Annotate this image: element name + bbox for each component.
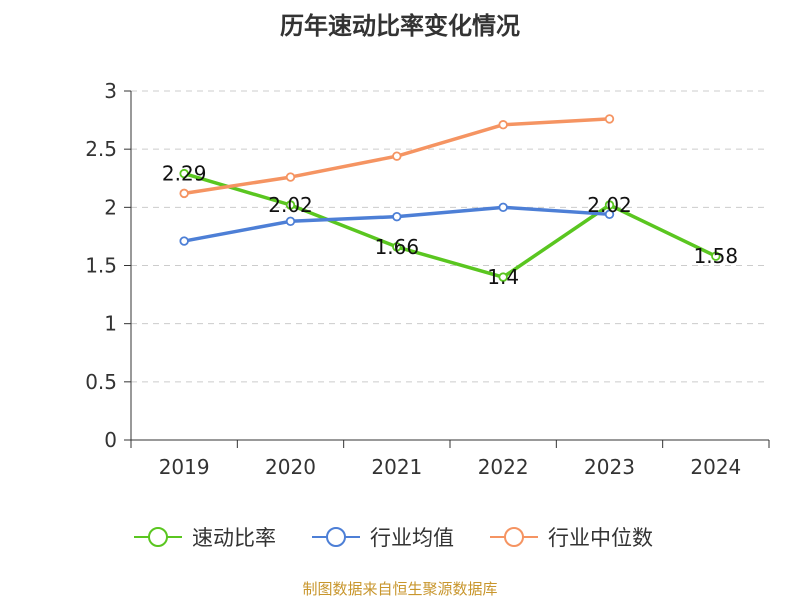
axes: 0 0.5 1 1.5 2 2.5 3 2019 2020 2021 2022 2023 2024 — [85, 79, 770, 479]
y-tick-label-6: 3 — [104, 79, 117, 103]
series-point-0-3 — [498, 272, 508, 282]
data-label-0: 2.29 — [162, 162, 207, 186]
series-point-2-1 — [285, 172, 296, 182]
x-tick-label-2023: 2023 — [584, 455, 635, 479]
legend-label-1: 行业均值 — [370, 526, 454, 550]
legend: 速动比率 行业均值 行业中位数 — [134, 526, 653, 550]
series-point-0-2 — [392, 242, 402, 252]
series-point-0-1 — [285, 200, 296, 210]
y-tick-label-5: 2.5 — [85, 137, 117, 161]
series-point-0-4 — [604, 200, 615, 210]
grid-lines — [131, 90, 769, 383]
data-label-3: 1.4 — [487, 265, 519, 289]
series-point-1-2 — [392, 211, 402, 222]
data-labels: 2.29 2.02 1.66 1.4 2.02 1.58 — [162, 162, 738, 290]
chart-title: 历年速动比率变化情况 — [280, 12, 520, 40]
x-tick-label-2019: 2019 — [159, 455, 210, 479]
data-label-2: 1.66 — [375, 235, 420, 259]
legend-marker-0 — [148, 527, 168, 547]
y-tick-label-0: 0 — [104, 428, 117, 452]
legend-marker-2 — [504, 527, 524, 547]
y-tick-label-1: 0.5 — [85, 370, 117, 394]
x-tick-label-2020: 2020 — [265, 455, 316, 479]
series-point-1-0 — [179, 236, 189, 246]
x-tick-label-2022: 2022 — [478, 455, 529, 479]
legend-marker-1 — [326, 527, 346, 547]
series-point-2-0 — [179, 188, 189, 199]
x-tick-label-2024: 2024 — [690, 455, 741, 479]
series-point-2-3 — [498, 120, 508, 130]
series-point-0-5 — [711, 251, 721, 261]
series-point-1-3 — [498, 202, 508, 213]
y-tick-label-4: 2 — [104, 195, 117, 219]
series-point-2-2 — [392, 151, 402, 161]
series-lines — [179, 114, 721, 282]
y-tick-label-3: 1.5 — [85, 254, 117, 278]
legend-label-2: 行业中位数 — [548, 526, 653, 550]
series-point-2-4 — [604, 114, 615, 124]
legend-label-0: 速动比率 — [192, 526, 276, 550]
series-line-0 — [182, 171, 718, 279]
series-point-1-4 — [604, 209, 615, 220]
data-label-5: 1.58 — [694, 244, 739, 268]
series-point-1-1 — [285, 216, 296, 226]
x-tick-label-2021: 2021 — [371, 455, 422, 479]
data-label-4: 2.02 — [587, 193, 632, 217]
source-note: 制图数据来自恒生聚源数据库 — [302, 580, 498, 598]
series-point-0-0 — [179, 168, 189, 179]
y-tick-label-2: 1 — [104, 312, 117, 336]
data-label-1: 2.02 — [268, 193, 313, 217]
